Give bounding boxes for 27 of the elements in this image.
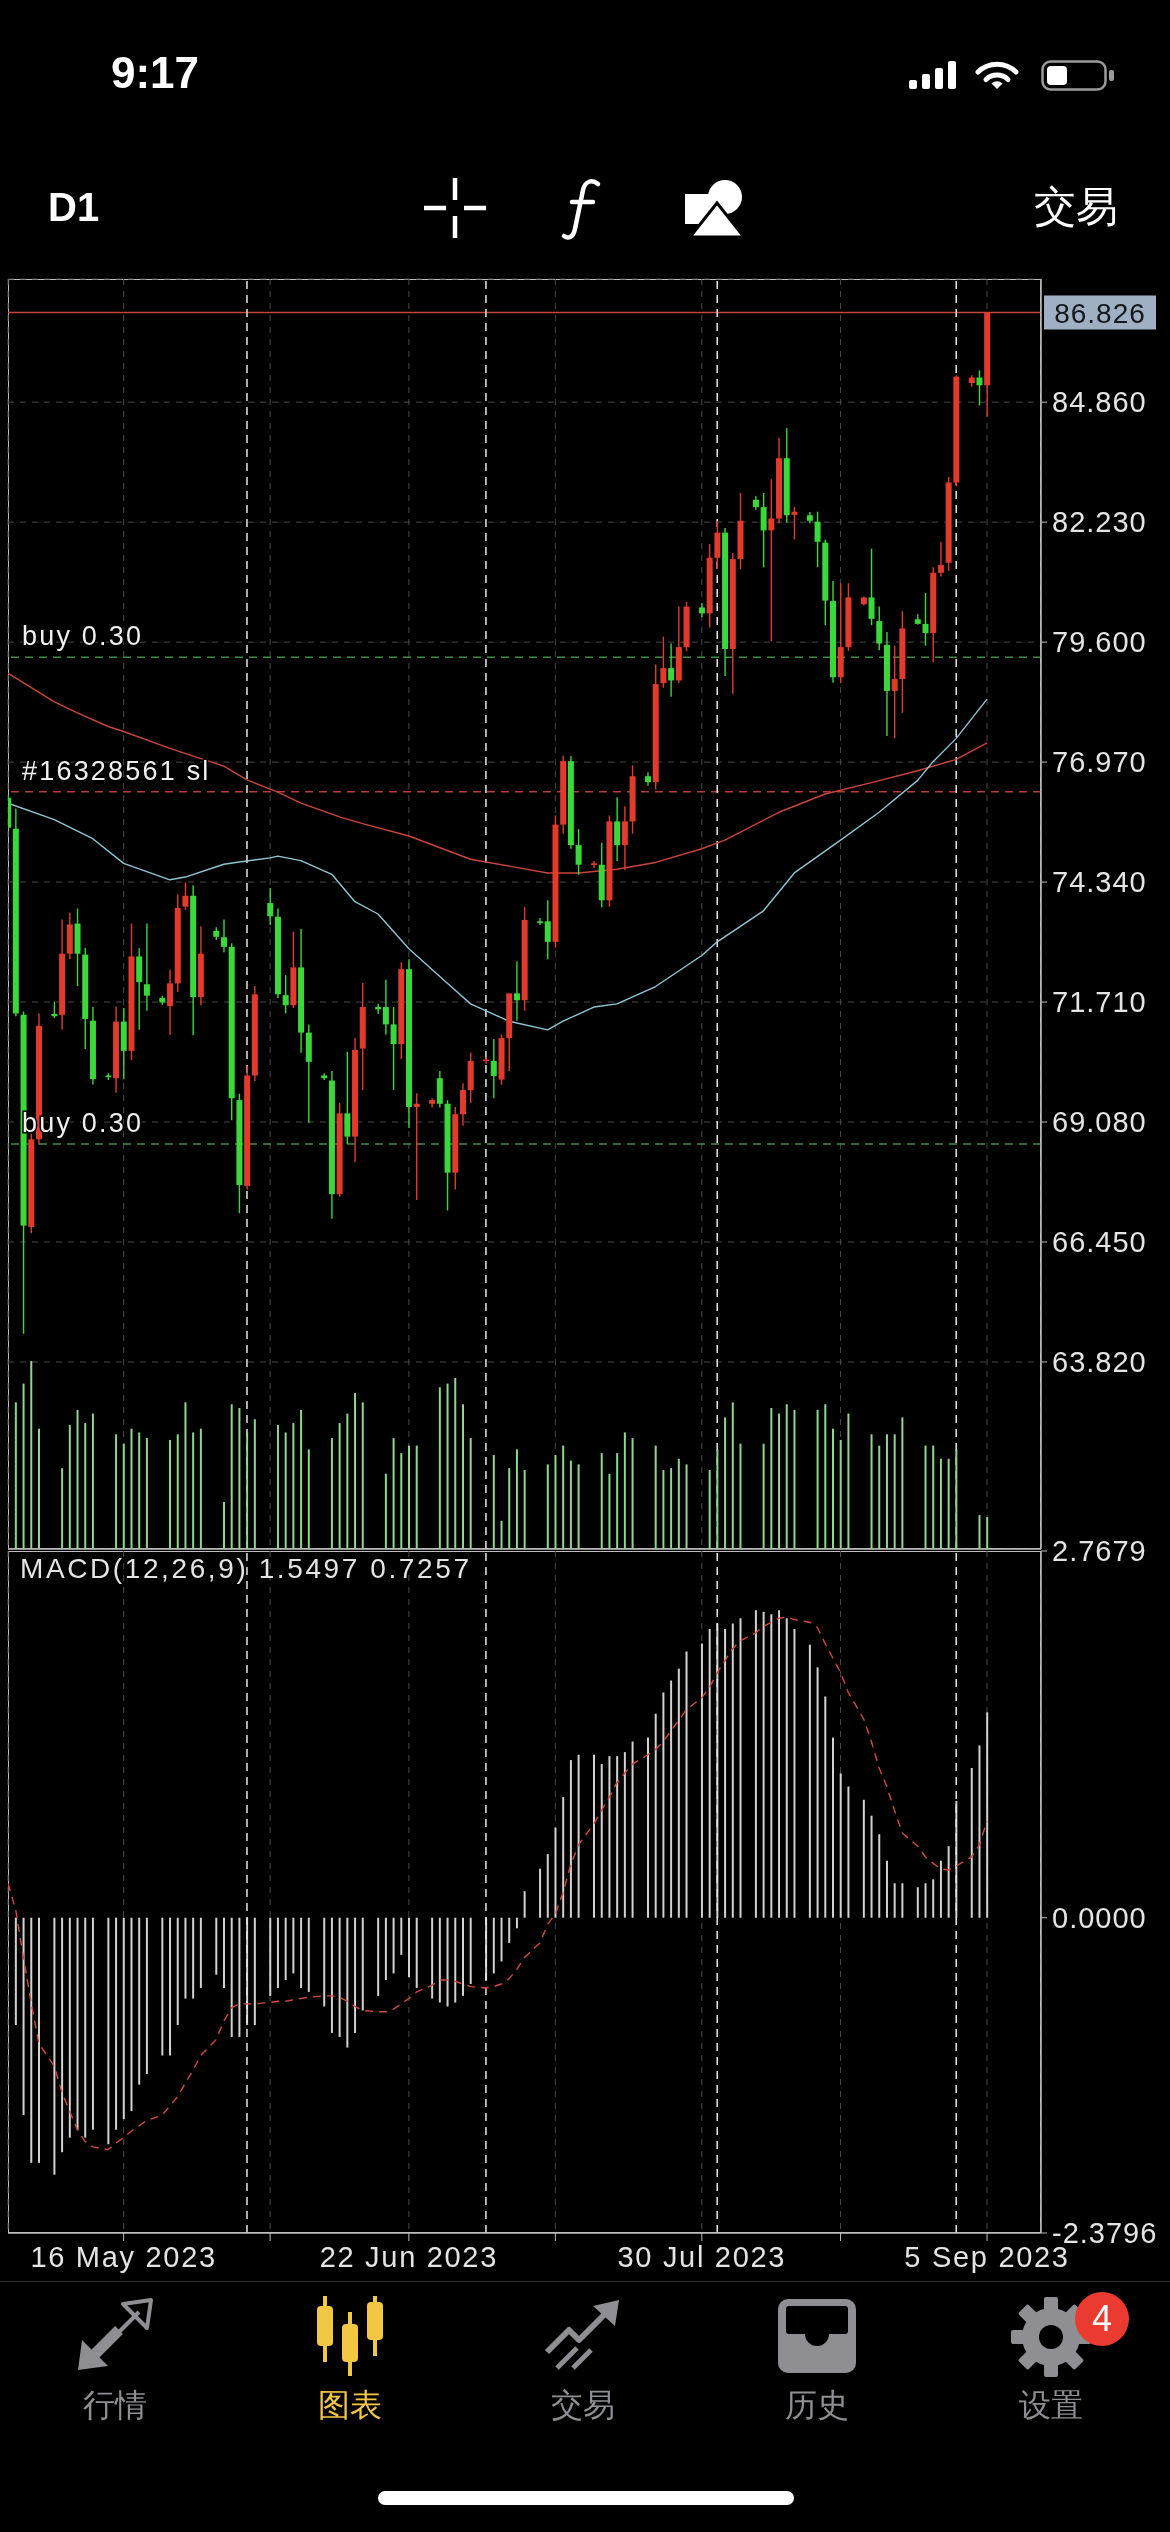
text: 历史 [785,2386,849,2424]
y-tick-label: 74.340 [1052,866,1147,899]
text: 图表 [318,2386,382,2424]
text: 交易 [551,2386,615,2424]
text: 行情 [83,2386,147,2424]
y-tick-label: 84.860 [1052,386,1147,419]
x-tick-label: 16 May 2023 [30,2240,217,2273]
chart-title: MACD(12,26,9) 1.5497 0.7257 [20,1553,472,1585]
text: 交易 [1034,182,1118,232]
text: D1 [48,184,100,230]
text: 9:17 [110,47,200,99]
text: 设置 [1019,2386,1083,2424]
x-tick-label: 30 Jul 2023 [617,2240,787,2273]
y-tick-label: 66.450 [1052,1226,1147,1259]
ref-line-label: #16328561 sl [22,755,211,786]
y-tick-label: 2.7679 [1052,1535,1147,1568]
y-tick-label: 71.710 [1052,986,1147,1019]
ref-line-label: buy 0.30 [22,621,144,652]
ref-line-label: 86.826 [1054,297,1146,329]
y-tick-label: 63.820 [1052,1346,1147,1379]
y-tick-label: 82.230 [1052,506,1147,539]
x-tick-label: 22 Jun 2023 [319,2240,499,2273]
text: 4 [1091,2298,1113,2340]
y-tick-label: 76.970 [1052,746,1147,779]
y-tick-label: 0.0000 [1052,1902,1147,1935]
y-tick-label: 69.080 [1052,1106,1147,1139]
y-tick-label: 79.600 [1052,626,1147,659]
